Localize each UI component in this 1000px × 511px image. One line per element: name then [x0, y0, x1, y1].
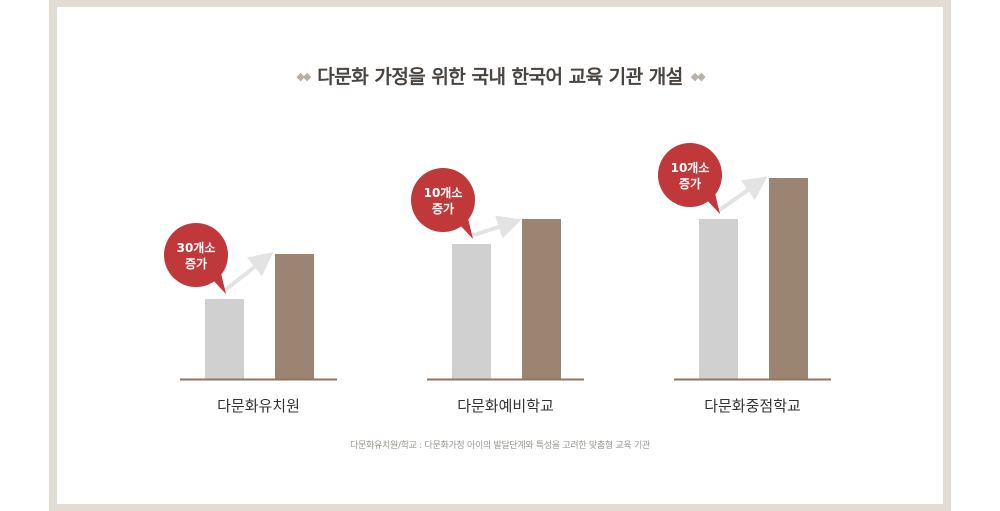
increase-arrow — [716, 176, 768, 213]
annotation-label: 증가 — [185, 256, 207, 271]
annotation-count: 30개소 — [177, 241, 216, 255]
bar-before — [205, 299, 244, 379]
category-label: 다문화예비학교 — [457, 397, 554, 415]
title-deco-left: ◆◆ — [296, 70, 311, 83]
annotation-count: 10개소 — [424, 186, 463, 200]
increase-arrow — [222, 252, 274, 293]
bar-before — [452, 244, 491, 379]
annotation-count: 10개소 — [671, 161, 710, 175]
chart-title: ◆◆ 다문화 가정을 위한 국내 한국어 교육 기관 개설 ◆◆ — [0, 62, 1000, 89]
annotation-label: 증가 — [679, 176, 701, 191]
annotation-bubble — [658, 143, 722, 207]
bar-after — [275, 254, 314, 379]
bar-after — [522, 219, 561, 379]
annotation-bubble — [164, 223, 228, 287]
annotation-bubble — [411, 168, 475, 232]
title-deco-right: ◆◆ — [690, 70, 706, 83]
category-label: 다문화유치원 — [217, 397, 300, 415]
bar-before — [699, 219, 738, 379]
annotation-label: 증가 — [432, 201, 454, 216]
category-label: 다문화중점학교 — [704, 397, 801, 415]
increase-arrow — [470, 215, 522, 239]
bar-after — [769, 178, 808, 379]
title-text: 다문화 가정을 위한 국내 한국어 교육 기관 개설 — [317, 66, 683, 88]
footnote: 다문화유치원/학교 : 다문화가정 아이의 발달단계와 특성을 고려한 맞춤형 … — [350, 441, 650, 451]
